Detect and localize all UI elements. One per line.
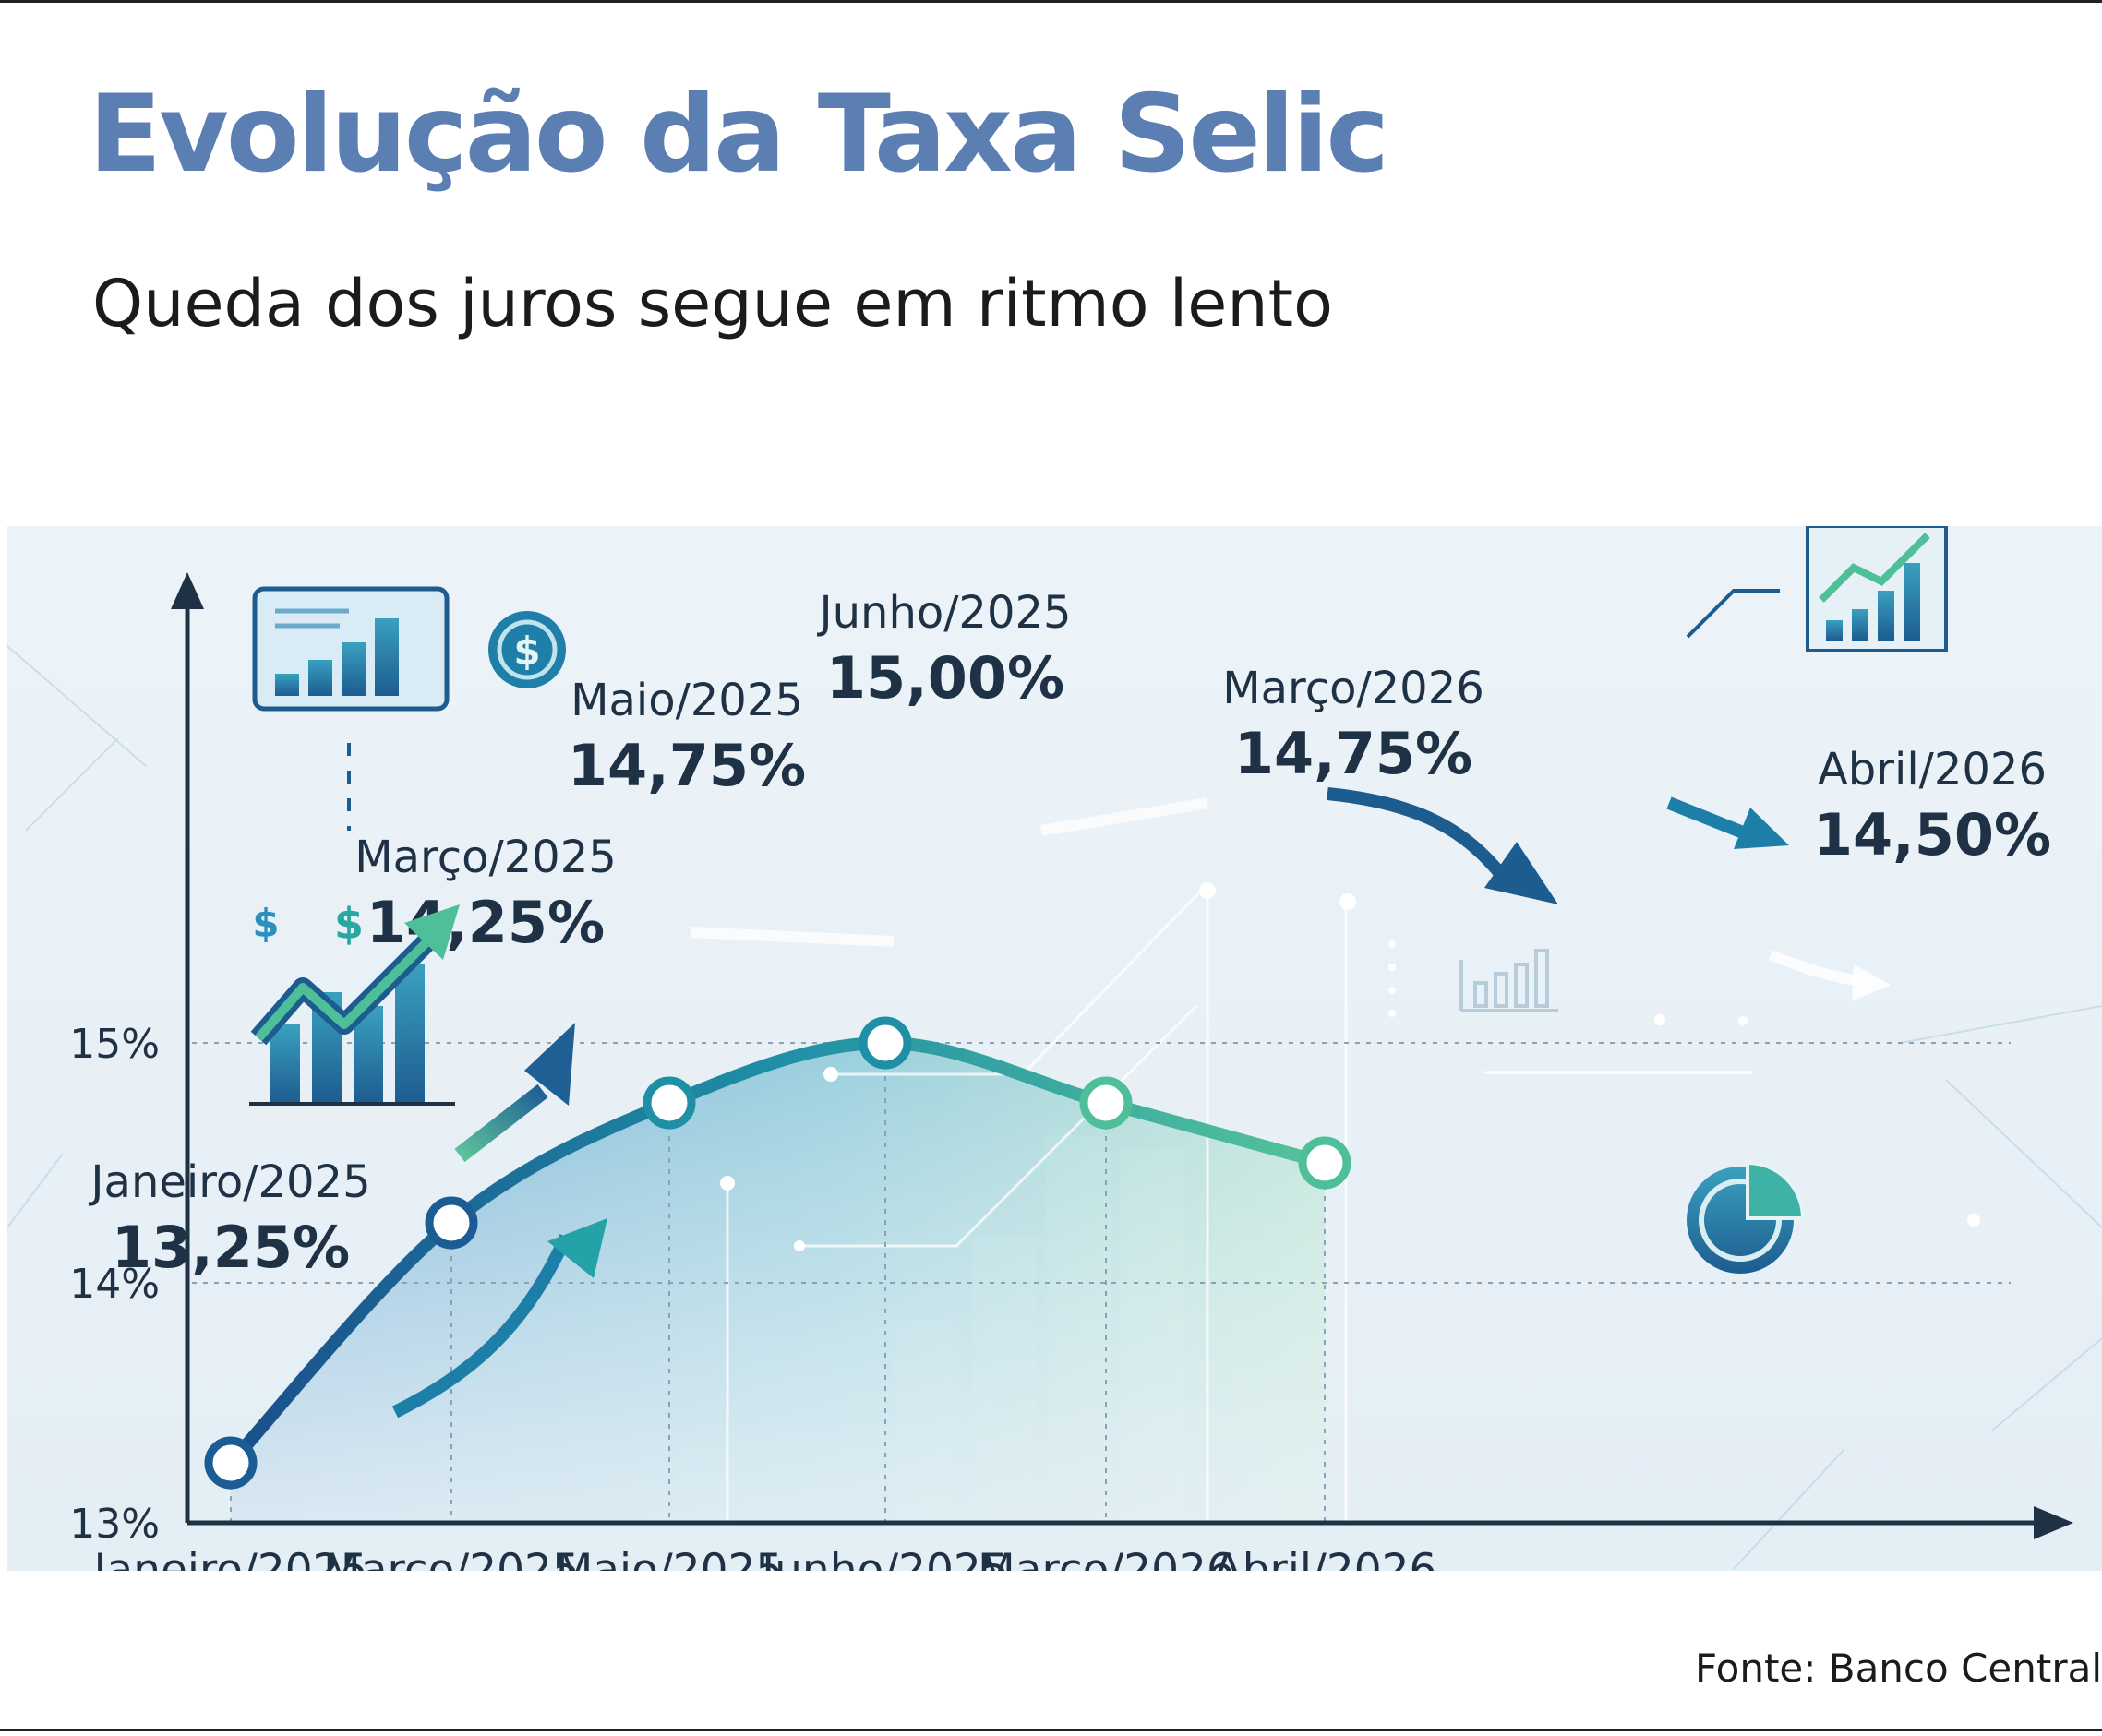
x-tick-label: Março/2026 [978,1545,1234,1571]
point-label-date: Janeiro/2025 [88,1156,370,1208]
svg-text:$: $ [513,629,540,674]
trend-arrows [391,787,1891,1419]
svg-text:$: $ [252,901,279,946]
point-label-0: Janeiro/2025 13,25% [88,1156,370,1281]
x-tick-label: Abril/2026 [1213,1545,1437,1571]
point-label-value: 15,00% [826,644,1064,712]
x-tick-label: Junho/2025 [759,1545,1008,1571]
x-tick-label: Março/2025 [323,1545,580,1571]
point-label-value: 13,25% [112,1214,350,1281]
bar-chart-icon [252,586,450,831]
data-point-marker [425,1196,478,1250]
y-tick-label: 14% [69,1261,160,1308]
data-point-marker [204,1436,258,1490]
selic-line-chart: Janeiro/2025 13,25% Março/2025 14,25% Maio/2… [7,526,2102,1571]
point-label-date: Março/2026 [1222,663,1484,714]
chart-subtitle: Queda dos juros segue em ritmo lento [92,266,1333,341]
data-markers [204,1016,1351,1490]
top-rule [0,0,2102,3]
data-point-marker [643,1076,696,1130]
y-tick-label: 15% [69,1021,160,1068]
top-right-chart-icon [1686,526,1948,652]
point-label-1: Março/2025 14,25% [354,832,617,956]
x-tick-label: Maio/2025 [556,1545,784,1571]
point-label-date: Abril/2026 [1818,744,2047,796]
point-label-2: Maio/2025 14,75% [568,675,806,799]
data-point-marker [1079,1076,1133,1130]
data-point-marker [859,1016,912,1070]
y-tick-labels: 13% 14% 15% [69,1021,160,1548]
point-label-date: Maio/2025 [571,675,803,726]
svg-text:$: $ [334,899,364,949]
point-label-4: Março/2026 14,75% [1222,663,1484,787]
small-bar-chart-icon [1388,940,1752,1074]
chart-panel: Janeiro/2025 13,25% Março/2025 14,25% Maio/2… [7,526,2102,1571]
bottom-rule [0,1729,2102,1731]
pie-chart-icon [1687,1160,1806,1274]
y-axis-arrowhead [171,572,204,609]
data-point-marker [1298,1136,1351,1190]
point-label-value: 14,25% [366,889,605,956]
growth-arrow-icon [249,904,460,1106]
axes [171,572,2073,1539]
x-tick-label: Janeiro/2025 [91,1545,368,1571]
chart-title: Evolução da Taxa Selic [89,72,1389,197]
point-label-value: 14,75% [568,732,806,799]
x-axis-arrowhead [2034,1506,2073,1539]
dollar-coin-icon: $ [488,611,566,688]
glow-dots [720,882,1980,1251]
point-label-date: Março/2025 [354,832,617,883]
source-note: Fonte: Banco Central [1694,1646,2102,1691]
point-label-value: 14,50% [1813,801,2051,868]
grid [192,1042,2011,1523]
dollar-sign-icon: $ $ [252,899,364,949]
background-decoration [7,645,2102,1570]
point-label-date: Junho/2025 [816,587,1071,639]
y-tick-label: 13% [69,1501,160,1548]
point-label-value: 14,75% [1234,720,1472,787]
x-tick-labels: Janeiro/2025Março/2025Maio/2025Junho/202… [91,1545,1437,1571]
area-fade [231,1043,1325,1523]
